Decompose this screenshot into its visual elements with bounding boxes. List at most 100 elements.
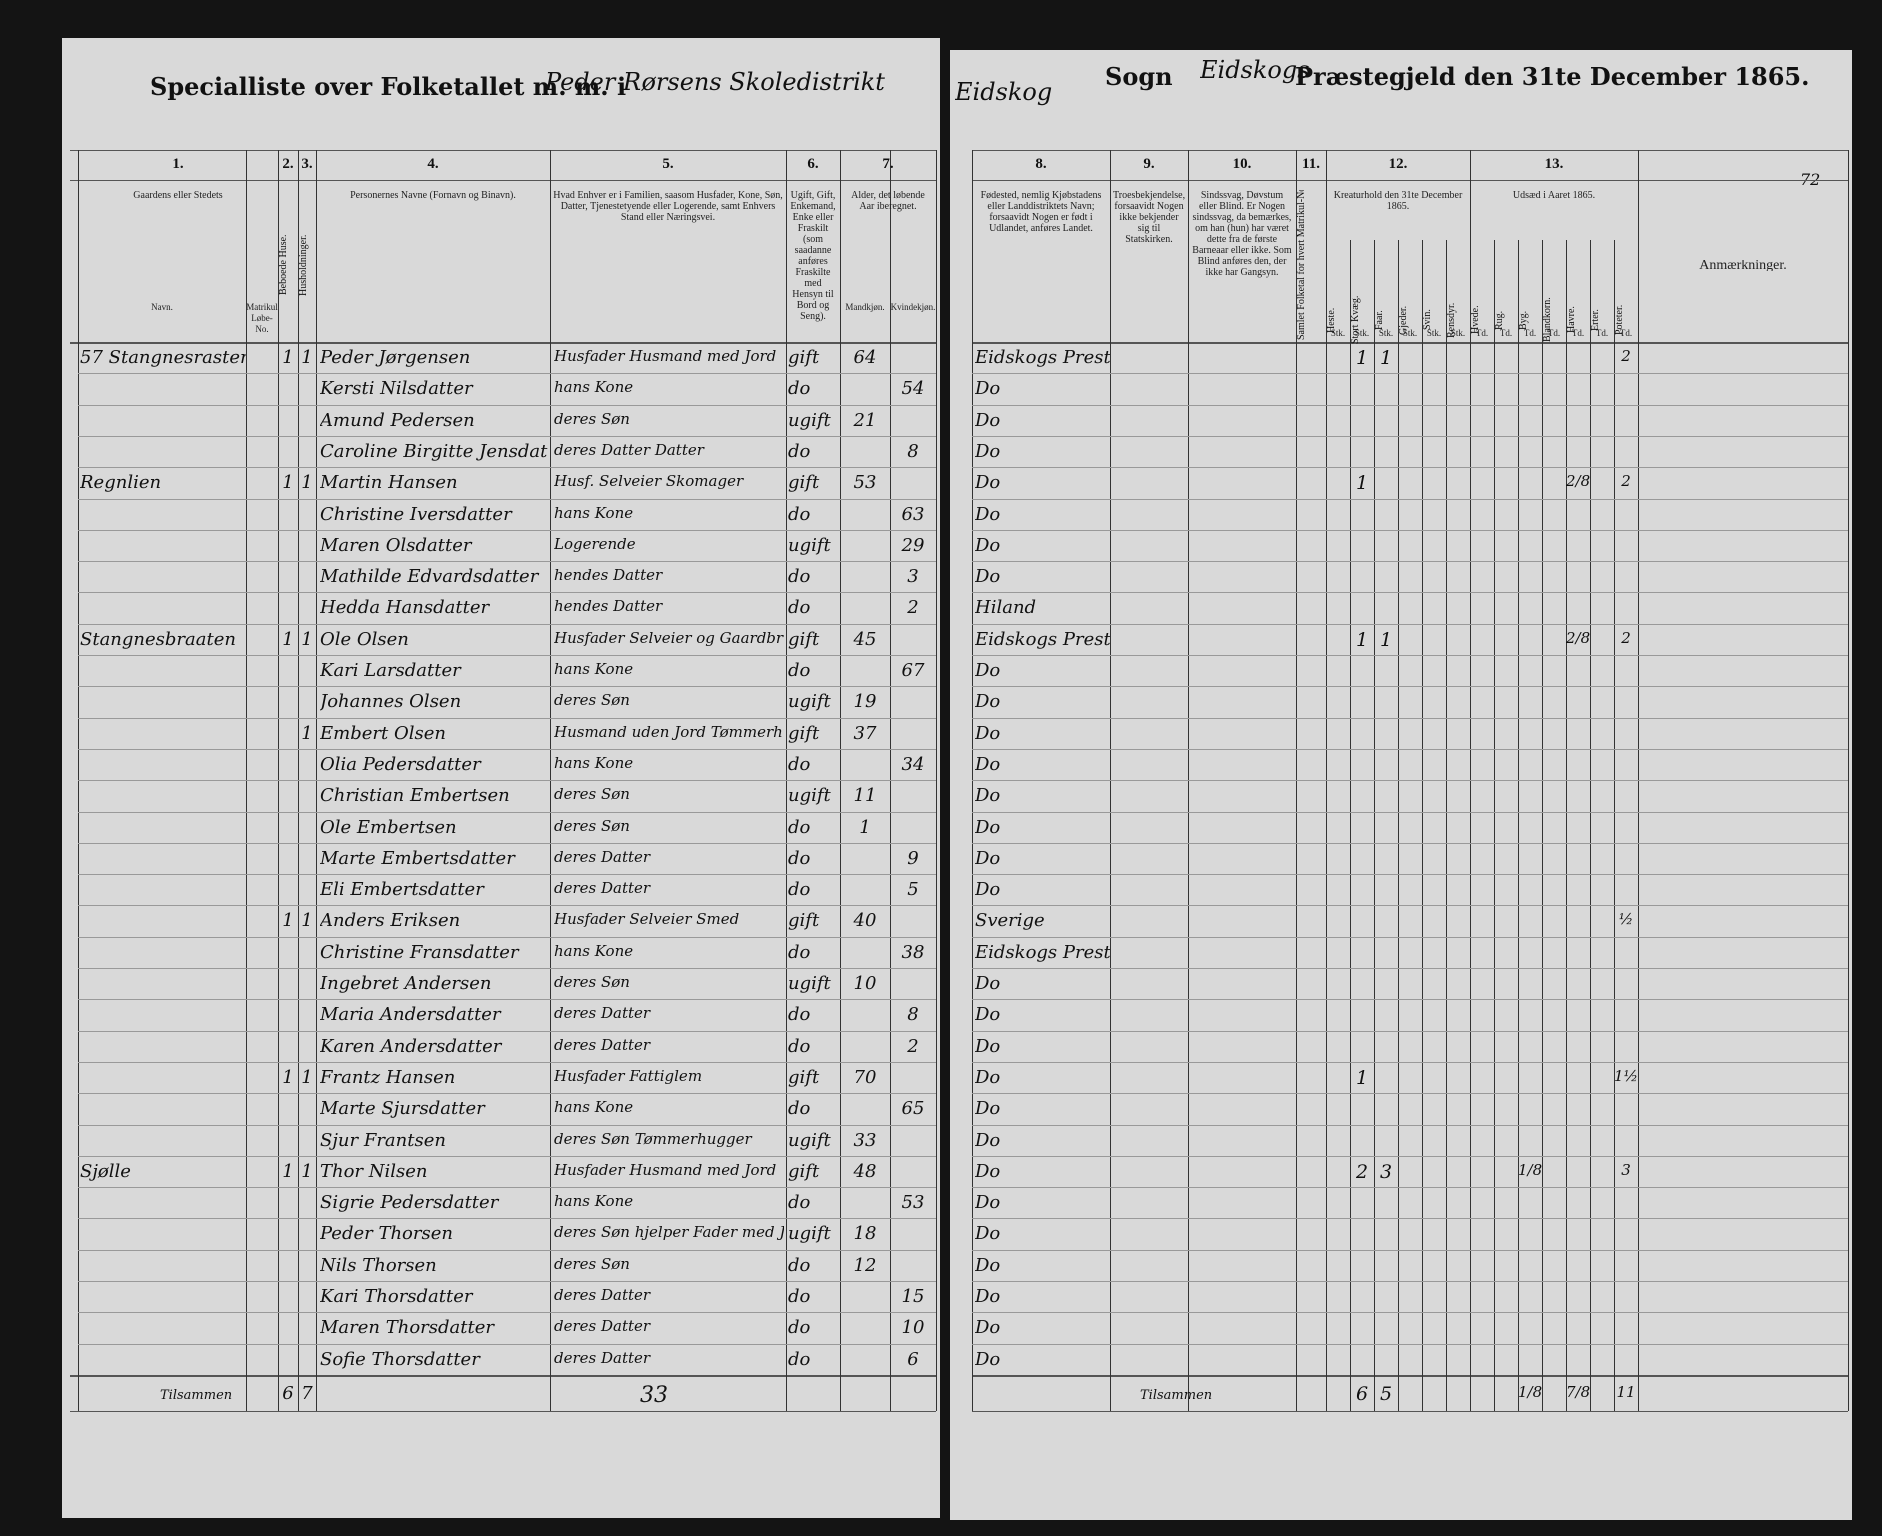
rule [972, 717, 1848, 719]
page-number: 72 [1800, 170, 1821, 189]
cell-place: Stangnesbraaten [80, 628, 236, 650]
rule [78, 780, 936, 782]
cell-seed: 3 [1621, 1160, 1631, 1179]
totals-label: Tilsammen [1140, 1387, 1213, 1403]
cell-stock: 1 [1355, 1066, 1369, 1089]
cell-seed: 2/8 [1566, 472, 1590, 491]
cell-status: do [788, 660, 811, 681]
sub-label: Svin. [1422, 309, 1433, 331]
rule [972, 1187, 1848, 1189]
cell-male: 70 [853, 1066, 877, 1088]
left-sheet [62, 38, 940, 1518]
remarks-label: Anmærkninger. [1699, 260, 1787, 271]
rule [78, 874, 936, 876]
cell-name: Karen Andersdatter [320, 1035, 502, 1057]
column-label: Beboede Huse. [278, 234, 289, 296]
cell-status: do [788, 1098, 811, 1120]
rule [972, 373, 1848, 375]
rule [78, 1187, 936, 1189]
cell-stock: 1 [1379, 347, 1393, 369]
cell-position: hendes Datter [554, 597, 663, 616]
cell-stock: 3 [1379, 1160, 1393, 1183]
unit-label: Td. [1475, 328, 1489, 338]
cell-status: do [788, 378, 811, 400]
cell-households: 1 [301, 628, 313, 650]
cell-male: 40 [853, 910, 877, 932]
rule [972, 592, 1848, 594]
cell-seed: 7/8 [1566, 1382, 1590, 1401]
sub-label: Rug. [1494, 310, 1505, 330]
rule [972, 748, 1848, 750]
cell-position: hans Kone [554, 378, 634, 397]
sub-label: Erter. [1590, 309, 1601, 331]
cell-stock: 1 [1379, 628, 1393, 651]
cell-status: ugift [788, 1223, 831, 1245]
cell-name: Kari Thorsdatter [320, 1286, 473, 1307]
sub-label: Kvindekjøn. [890, 302, 936, 312]
column-number: 3. [301, 156, 313, 172]
cell-birthplace: Do [975, 409, 1001, 431]
rule [972, 842, 1848, 844]
rule [1614, 240, 1615, 1411]
cell-name: Nils Thorsen [320, 1254, 437, 1276]
column-label: Gaardens eller Stedets [133, 190, 223, 201]
cell-birthplace: Do [975, 440, 1001, 462]
cell-status: gift [788, 722, 820, 744]
column-number: 12. [1388, 156, 1408, 172]
cell-seed: 2/8 [1566, 628, 1590, 647]
left-district: Peder Rørsens Skoledistrikt [545, 68, 885, 96]
rule [972, 404, 1848, 406]
rule [70, 342, 936, 344]
cell-birthplace: Do [975, 785, 1001, 807]
cell-place: Regnlien [80, 472, 162, 494]
cell-male: 37 [853, 722, 877, 744]
cell-position: deres Datter [554, 1348, 651, 1367]
rule [1518, 240, 1519, 1411]
rule [1590, 240, 1591, 1411]
rule [972, 1218, 1848, 1220]
cell-houses: 1 [282, 472, 294, 494]
cell-houses: 1 [282, 1066, 294, 1088]
cell-households: 1 [301, 722, 313, 744]
cell-position: deres Datter [554, 1286, 651, 1304]
cell-status: do [788, 566, 811, 588]
column-number: 6. [807, 156, 819, 172]
sub-label: Poteter. [1614, 304, 1625, 336]
cell-status: do [788, 1348, 811, 1370]
cell-position: hans Kone [554, 753, 634, 772]
rule [1542, 240, 1543, 1411]
rule [1566, 240, 1567, 1411]
sub-label: Rensdyr. [1446, 302, 1457, 338]
unit-label: Td. [1619, 328, 1633, 338]
cell-male: 1 [859, 816, 871, 838]
column-label: Husholdninger. [298, 234, 309, 296]
rule [972, 655, 1848, 656]
rule [972, 1124, 1848, 1126]
cell-birthplace: Do [975, 1317, 1001, 1339]
rule [972, 1093, 1848, 1095]
rule [1398, 240, 1399, 1411]
cell-status: do [788, 753, 811, 775]
cell-birthplace: Do [975, 503, 1001, 525]
unit-label: Td. [1571, 328, 1585, 338]
cell-name: Sofie Thorsdatter [320, 1348, 480, 1370]
cell-position: Husfader Selveier Smed [554, 910, 740, 929]
cell-birthplace: Do [975, 1066, 1001, 1088]
sub-label: Stort Kvæg. [1350, 295, 1361, 345]
cell-status: ugift [788, 409, 831, 431]
cell-female: 2 [907, 1035, 919, 1057]
cell-position: deres Datter [554, 879, 651, 898]
cell-position: hans Kone [554, 1098, 634, 1117]
rule [78, 1343, 936, 1345]
rule [936, 150, 937, 1411]
column-label: Fødested, nemlig Kjøbstadens eller Landd… [980, 190, 1102, 234]
cell-position: Husfader Husmand med Jord [554, 1160, 777, 1179]
right-title: Præstegjeld den 31te December 1865. [1295, 62, 1810, 91]
cell-status: gift [788, 910, 820, 932]
cell-status: do [788, 1317, 811, 1339]
rule [972, 561, 1848, 563]
cell-name: Johannes Olsen [320, 691, 462, 713]
cell-female: 15 [901, 1286, 925, 1307]
rule [78, 435, 936, 437]
cell-position: deres Søn hjelper Fader med Jorden [554, 1223, 784, 1242]
